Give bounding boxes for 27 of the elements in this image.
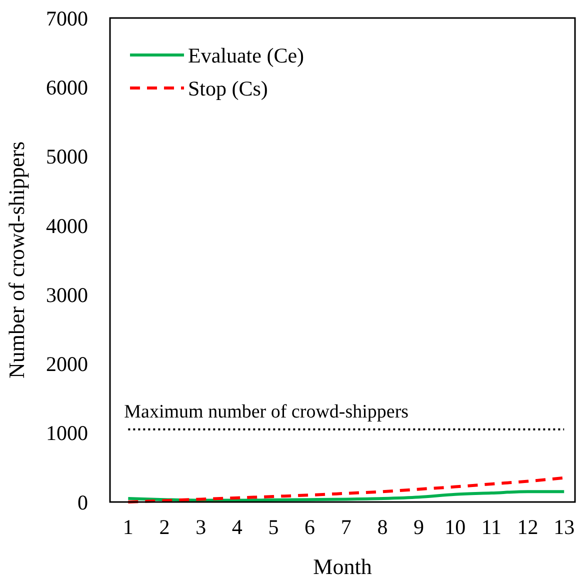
y-tick-label: 4000 bbox=[46, 214, 88, 238]
x-tick-label: 10 bbox=[444, 515, 466, 539]
x-tick-label: 4 bbox=[232, 515, 243, 539]
legend-label: Stop (Cs) bbox=[188, 76, 268, 100]
x-tick-label: 7 bbox=[340, 515, 352, 539]
x-tick-label: 3 bbox=[196, 515, 206, 539]
y-tick-label: 5000 bbox=[46, 144, 88, 169]
y-tick-label: 1000 bbox=[46, 421, 88, 446]
y-tick-label: 0 bbox=[78, 490, 88, 514]
x-tick-label: 6 bbox=[304, 515, 316, 539]
x-axis-title: Month bbox=[313, 554, 372, 579]
x-tick-label: 11 bbox=[481, 515, 502, 539]
ref-line-label: Maximum number of crowd-shippers bbox=[124, 401, 409, 422]
legend-label: Evaluate (Ce) bbox=[188, 43, 304, 68]
line-series bbox=[126, 490, 566, 502]
y-tick-label: 2000 bbox=[46, 352, 88, 376]
y-tick-label: 3000 bbox=[46, 282, 88, 307]
x-tick-label: 13 bbox=[554, 515, 575, 539]
x-tick-label: 1 bbox=[122, 515, 134, 539]
x-tick-label: 9 bbox=[414, 515, 424, 539]
x-tick-label: 8 bbox=[377, 515, 388, 539]
x-tick-label: 2 bbox=[159, 515, 170, 539]
x-tick-label: 5 bbox=[268, 515, 279, 539]
y-tick-label: 6000 bbox=[46, 75, 88, 100]
y-tick-label: 7000 bbox=[46, 6, 88, 30]
x-tick-label: 12 bbox=[517, 515, 538, 539]
y-axis-title: Number of crowd-shippers bbox=[4, 141, 29, 379]
